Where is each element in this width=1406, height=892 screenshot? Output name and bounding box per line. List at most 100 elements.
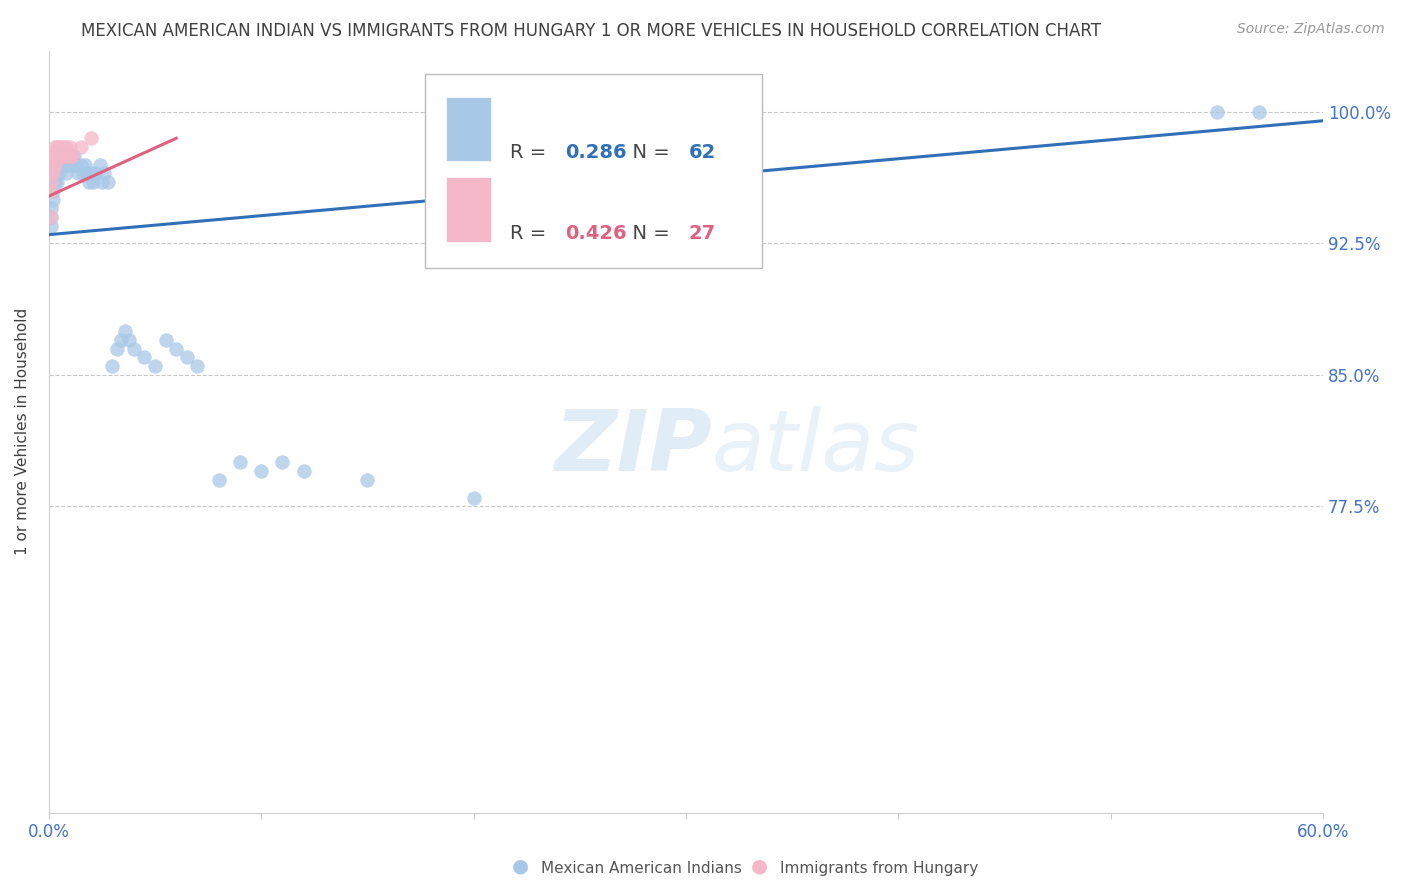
Point bbox=[134, 351, 156, 365]
Point bbox=[1249, 105, 1271, 120]
Point bbox=[46, 149, 69, 163]
Point bbox=[44, 149, 66, 163]
Point bbox=[59, 149, 82, 163]
Point bbox=[56, 149, 79, 163]
Point bbox=[51, 149, 73, 163]
Point bbox=[55, 149, 77, 163]
Point bbox=[73, 158, 96, 172]
Point bbox=[48, 140, 70, 154]
Text: MEXICAN AMERICAN INDIAN VS IMMIGRANTS FROM HUNGARY 1 OR MORE VEHICLES IN HOUSEHO: MEXICAN AMERICAN INDIAN VS IMMIGRANTS FR… bbox=[80, 22, 1101, 40]
FancyBboxPatch shape bbox=[425, 73, 762, 268]
Point bbox=[110, 333, 132, 347]
Text: atlas: atlas bbox=[711, 406, 920, 489]
Text: 0.426: 0.426 bbox=[565, 224, 627, 243]
Text: 27: 27 bbox=[689, 224, 716, 243]
Point bbox=[67, 166, 90, 180]
Point bbox=[89, 158, 111, 172]
Point bbox=[55, 149, 77, 163]
Text: 0.286: 0.286 bbox=[565, 144, 627, 162]
Point bbox=[55, 166, 77, 180]
Point bbox=[93, 166, 115, 180]
Point bbox=[271, 455, 294, 469]
Point bbox=[39, 175, 62, 189]
Point bbox=[76, 166, 98, 180]
Text: Mexican American Indians: Mexican American Indians bbox=[541, 861, 742, 876]
Point bbox=[48, 149, 70, 163]
Point bbox=[59, 140, 82, 154]
Point bbox=[52, 140, 75, 154]
Point bbox=[82, 175, 104, 189]
Point bbox=[84, 166, 107, 180]
Point bbox=[51, 158, 73, 172]
Point bbox=[101, 359, 124, 373]
Point bbox=[55, 140, 77, 154]
Point bbox=[46, 140, 69, 154]
Point bbox=[1206, 105, 1229, 120]
Point bbox=[60, 158, 83, 172]
Point bbox=[46, 158, 69, 172]
Point bbox=[39, 166, 62, 180]
Point bbox=[80, 131, 103, 145]
Point bbox=[42, 149, 65, 163]
Text: N =: N = bbox=[620, 224, 676, 243]
Point bbox=[59, 158, 82, 172]
Point bbox=[39, 219, 62, 233]
Point bbox=[292, 464, 315, 478]
Point bbox=[122, 342, 145, 356]
Point bbox=[165, 342, 187, 356]
Point bbox=[90, 175, 112, 189]
Text: ●: ● bbox=[751, 857, 768, 876]
Point bbox=[55, 158, 77, 172]
Point bbox=[39, 202, 62, 216]
Text: 62: 62 bbox=[689, 144, 716, 162]
Point bbox=[118, 333, 141, 347]
Text: R =: R = bbox=[510, 144, 553, 162]
Point bbox=[229, 455, 252, 469]
Text: ZIP: ZIP bbox=[554, 406, 711, 489]
FancyBboxPatch shape bbox=[446, 96, 491, 161]
Point bbox=[42, 158, 65, 172]
Point bbox=[63, 149, 86, 163]
FancyBboxPatch shape bbox=[446, 177, 491, 242]
Point bbox=[176, 351, 198, 365]
Point bbox=[39, 158, 62, 172]
Point bbox=[186, 359, 208, 373]
Point bbox=[39, 184, 62, 198]
Point bbox=[39, 210, 62, 224]
Point bbox=[105, 342, 128, 356]
Point bbox=[42, 166, 65, 180]
Point bbox=[80, 166, 103, 180]
Point bbox=[44, 175, 66, 189]
Point bbox=[59, 149, 82, 163]
Point bbox=[77, 175, 100, 189]
Point bbox=[356, 473, 378, 487]
Point bbox=[60, 149, 83, 163]
Text: R =: R = bbox=[510, 224, 553, 243]
Point bbox=[250, 464, 273, 478]
Point bbox=[69, 140, 91, 154]
Point bbox=[155, 333, 177, 347]
Y-axis label: 1 or more Vehicles in Household: 1 or more Vehicles in Household bbox=[15, 308, 30, 556]
Point bbox=[39, 210, 62, 224]
Point bbox=[56, 149, 79, 163]
Point bbox=[69, 158, 91, 172]
Point bbox=[65, 158, 87, 172]
Point bbox=[48, 166, 70, 180]
Point bbox=[60, 149, 83, 163]
Point bbox=[44, 158, 66, 172]
Text: Immigrants from Hungary: Immigrants from Hungary bbox=[780, 861, 979, 876]
Point bbox=[44, 158, 66, 172]
Point bbox=[52, 149, 75, 163]
Text: Source: ZipAtlas.com: Source: ZipAtlas.com bbox=[1237, 22, 1385, 37]
Point bbox=[97, 175, 120, 189]
Point bbox=[52, 158, 75, 172]
Text: ●: ● bbox=[512, 857, 529, 876]
Point bbox=[46, 166, 69, 180]
Point bbox=[44, 166, 66, 180]
Point bbox=[56, 158, 79, 172]
Point bbox=[114, 324, 136, 338]
Point bbox=[208, 473, 231, 487]
Point bbox=[143, 359, 166, 373]
Point bbox=[52, 149, 75, 163]
Point bbox=[46, 175, 69, 189]
